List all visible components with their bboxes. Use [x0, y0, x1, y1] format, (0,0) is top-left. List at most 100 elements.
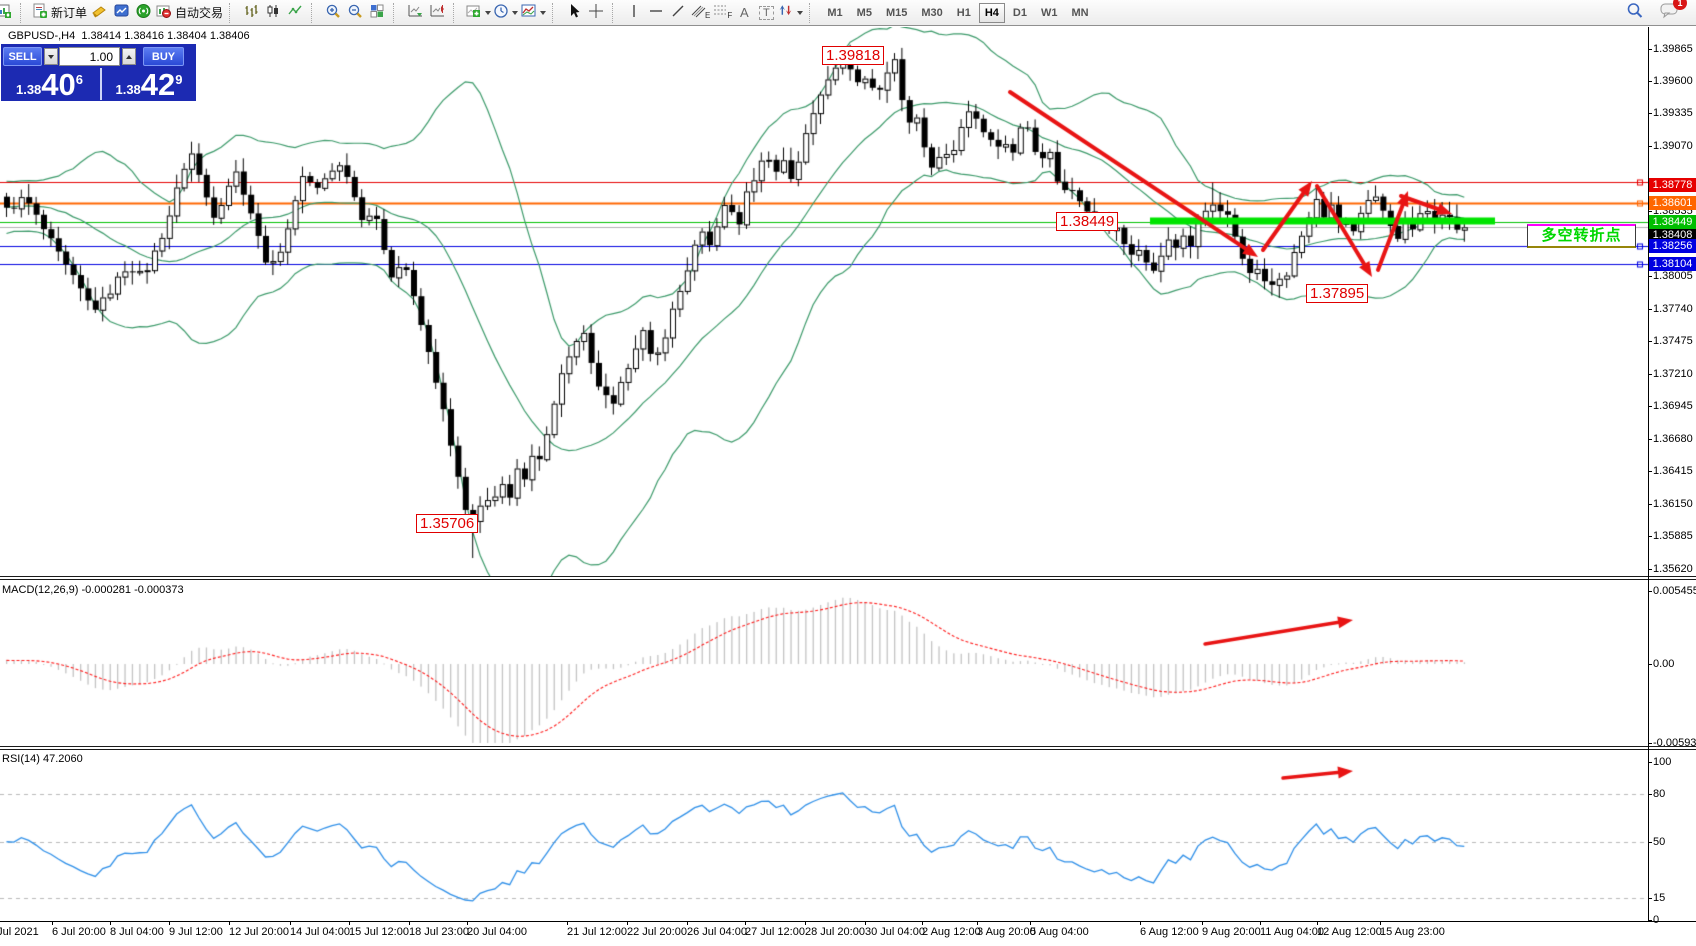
macd-tick-label: 0.005455: [1653, 585, 1696, 597]
zoom-in-button[interactable]: [323, 2, 343, 24]
macd-panel-canvas[interactable]: [0, 580, 1648, 746]
auto-scroll-button[interactable]: [405, 2, 425, 24]
timeframe-m15-button[interactable]: M15: [885, 6, 908, 19]
time-tick-mark: [52, 921, 53, 925]
text-tool-button[interactable]: A: [734, 2, 754, 24]
volume-increase-button[interactable]: [122, 48, 136, 65]
rsi-panel-canvas[interactable]: [0, 750, 1648, 921]
timeframe-m5-button[interactable]: M5: [856, 6, 872, 19]
price-tag-annotation[interactable]: 1.37895: [1306, 284, 1369, 303]
time-tick-label: 8 Jul 04:00: [110, 926, 164, 938]
zoom-in-icon: [325, 3, 342, 22]
time-tick-label: 5 Aug 04:00: [1030, 926, 1089, 938]
cursor-icon: [567, 3, 581, 22]
market-watch-button[interactable]: [111, 2, 131, 24]
time-tick-mark: [1202, 921, 1203, 925]
vertical-line-tool-button[interactable]: [624, 2, 644, 24]
chat-button[interactable]: 1: [1660, 0, 1687, 24]
bar-chart-button[interactable]: [241, 2, 261, 24]
main-chart-canvas[interactable]: [0, 27, 1648, 576]
turning-point-annotation[interactable]: 多空转折点: [1527, 224, 1636, 248]
price-tick-label: 1.37210: [1653, 368, 1693, 380]
rsi-tick-mark: [1648, 762, 1652, 763]
channel-glyph: E: [705, 11, 711, 20]
auto-scroll-icon: [407, 3, 424, 22]
templates-button[interactable]: [520, 2, 547, 24]
time-tick-mark: [409, 921, 410, 925]
chart-symbol-title: GBPUSD-,H4 1.38414 1.38416 1.38404 1.384…: [8, 30, 250, 42]
buy-price-display[interactable]: 1.38 42 9: [100, 68, 196, 100]
price-tag-annotation[interactable]: 1.38449: [1056, 212, 1119, 231]
price-tick-label: 1.37740: [1653, 303, 1693, 315]
price-tick-label: 1.38005: [1653, 270, 1693, 282]
timeframe-mn-button[interactable]: MN: [1071, 6, 1089, 19]
sell-price-display[interactable]: 1.38 40 6: [3, 68, 96, 100]
timeframe-w1-button[interactable]: W1: [1040, 6, 1058, 19]
shapes-button[interactable]: [778, 2, 804, 24]
time-tick-mark: [467, 921, 468, 925]
time-tick-label: 11 Aug 04:00: [1260, 926, 1325, 938]
signals-icon: [135, 3, 152, 22]
timeframe-h1-button[interactable]: H1: [956, 6, 971, 19]
timeframe-m30-button[interactable]: M30: [921, 6, 943, 19]
crosshair-tool-button[interactable]: [586, 2, 606, 24]
horn-button[interactable]: [89, 2, 109, 24]
label-tool-icon: T: [759, 5, 774, 20]
price-line-label: 1.38256: [1649, 239, 1696, 253]
tile-windows-button[interactable]: [367, 2, 387, 24]
rsi-tick-label: 50: [1653, 836, 1666, 848]
volume-decrease-button[interactable]: [44, 48, 58, 65]
price-tick-mark: [1648, 569, 1652, 570]
chevron-down-icon: [48, 54, 54, 59]
zoom-out-icon: [347, 3, 364, 22]
new-order-button[interactable]: 新订单: [32, 2, 87, 24]
price-tag-annotation[interactable]: 1.39818: [822, 46, 885, 65]
time-axis[interactable]: [0, 921, 1696, 946]
buy-button[interactable]: BUY: [143, 47, 184, 66]
signals-button[interactable]: [133, 2, 153, 24]
timeframe-d1-button[interactable]: D1: [1012, 6, 1027, 19]
autotrading-button[interactable]: 自动交易: [155, 2, 223, 24]
price-tag-annotation[interactable]: 1.35706: [416, 514, 479, 533]
candlestick-icon: [265, 3, 281, 22]
timeframe-m1-button[interactable]: M1: [827, 6, 843, 19]
vertical-line-icon: [628, 3, 640, 22]
time-tick-mark: [1317, 921, 1318, 925]
time-tick-label: 6 Jul 20:00: [52, 926, 106, 938]
clock-icon: [493, 3, 509, 22]
cursor-tool-button[interactable]: [564, 2, 584, 24]
timeframe-h4-button[interactable]: H4: [978, 2, 1005, 23]
price-tick-label: 1.37475: [1653, 335, 1693, 347]
chart-shift-button[interactable]: [427, 2, 447, 24]
toolbar-separator: [453, 2, 460, 23]
price-tick-mark: [1648, 536, 1652, 537]
channel-tool-button[interactable]: E: [690, 2, 710, 24]
price-tick-mark: [1648, 341, 1652, 342]
zoom-out-button[interactable]: [345, 2, 365, 24]
time-tick-label: 28 Jul 20:00: [805, 926, 865, 938]
label-tool-button[interactable]: T: [756, 2, 776, 24]
price-line-label: 1.38408: [1649, 228, 1696, 242]
sell-button[interactable]: SELL: [3, 47, 42, 66]
panel-separator[interactable]: [0, 746, 1696, 750]
equidistant-channel-icon: [690, 3, 707, 22]
time-tick-mark: [1380, 921, 1381, 925]
trendline-tool-button[interactable]: [668, 2, 688, 24]
volume-input[interactable]: [59, 47, 120, 66]
line-chart-button[interactable]: [285, 2, 305, 24]
time-tick-mark: [922, 921, 923, 925]
time-tick-mark: [687, 921, 688, 925]
horizontal-line-tool-button[interactable]: [646, 2, 666, 24]
candlestick-button[interactable]: [263, 2, 283, 24]
periods-button[interactable]: [493, 2, 519, 24]
indicators-button[interactable]: [465, 2, 492, 24]
time-tick-label: 14 Jul 04:00: [290, 926, 350, 938]
panel-separator[interactable]: [0, 576, 1696, 580]
new-chart-button[interactable]: [0, 2, 14, 24]
search-button[interactable]: [1626, 2, 1644, 24]
text-tool-icon: A: [740, 5, 749, 20]
fibonacci-tool-button[interactable]: F: [712, 2, 732, 24]
time-tick-mark: [805, 921, 806, 925]
